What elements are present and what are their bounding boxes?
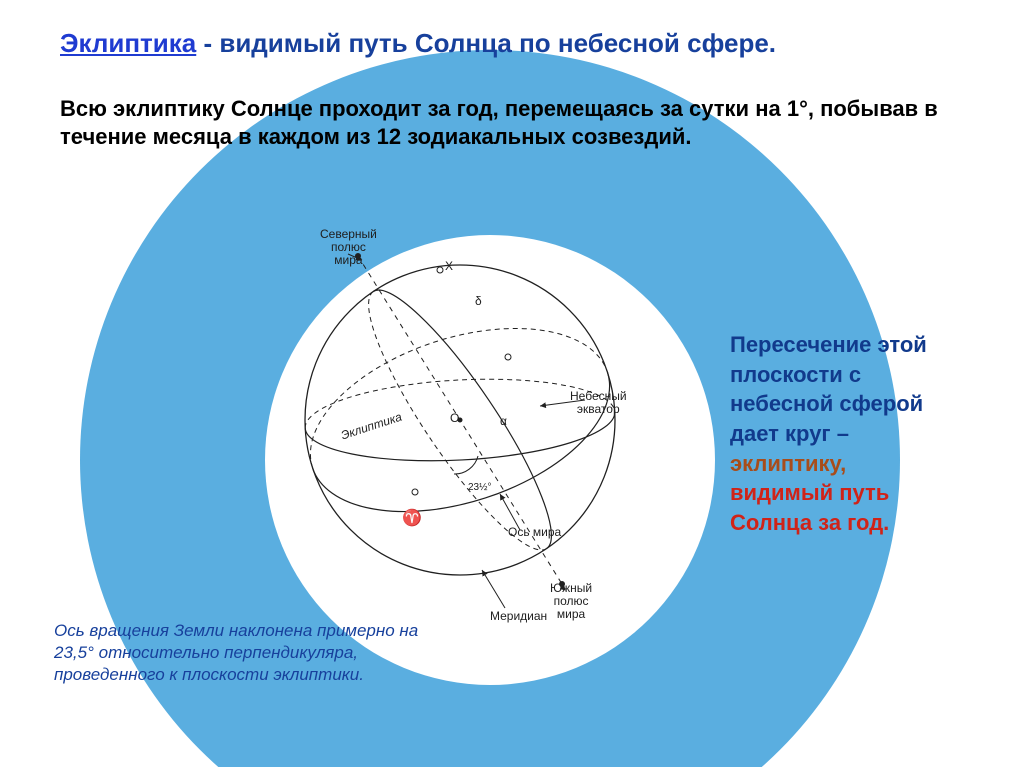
diagram-label-meridian: Меридиан bbox=[490, 610, 547, 623]
celestial-sphere-diagram: Северный полюс мираXδЭклиптикаOαНебесный… bbox=[240, 210, 680, 630]
diagram-label-equator: Небесный экватор bbox=[570, 390, 627, 416]
title-rest: - видимый путь Солнца по небесной сфере. bbox=[196, 28, 776, 58]
diagram-label-gamma: ♈ bbox=[402, 510, 422, 528]
side-red: видимый путь Солнца за год. bbox=[730, 480, 889, 535]
title-term: Эклиптика bbox=[60, 28, 196, 58]
side-line0: Пересечение этой плоскости с небесной сф… bbox=[730, 332, 927, 446]
subtitle-text: Всю эклиптику Солнце проходит за год, пе… bbox=[60, 95, 940, 150]
diagram-label-south_pole: Южный полюс мира bbox=[550, 582, 592, 622]
diagram-label-angle: 23½° bbox=[468, 482, 491, 493]
side-text: Пересечение этой плоскости с небесной сф… bbox=[730, 330, 960, 538]
diagram-label-north_pole: Северный полюс мира bbox=[320, 228, 377, 268]
diagram-svg bbox=[240, 210, 680, 630]
diagram-label-x: X bbox=[445, 260, 453, 273]
side-keyword: эклиптику, bbox=[730, 451, 846, 476]
diagram-label-axis_world: Ось мира bbox=[508, 526, 561, 539]
page-title: Эклиптика - видимый путь Солнца по небес… bbox=[60, 28, 776, 59]
diagram-label-delta: δ bbox=[475, 295, 482, 308]
diagram-label-O: O bbox=[450, 412, 459, 425]
diagram-label-alpha: α bbox=[500, 415, 507, 428]
